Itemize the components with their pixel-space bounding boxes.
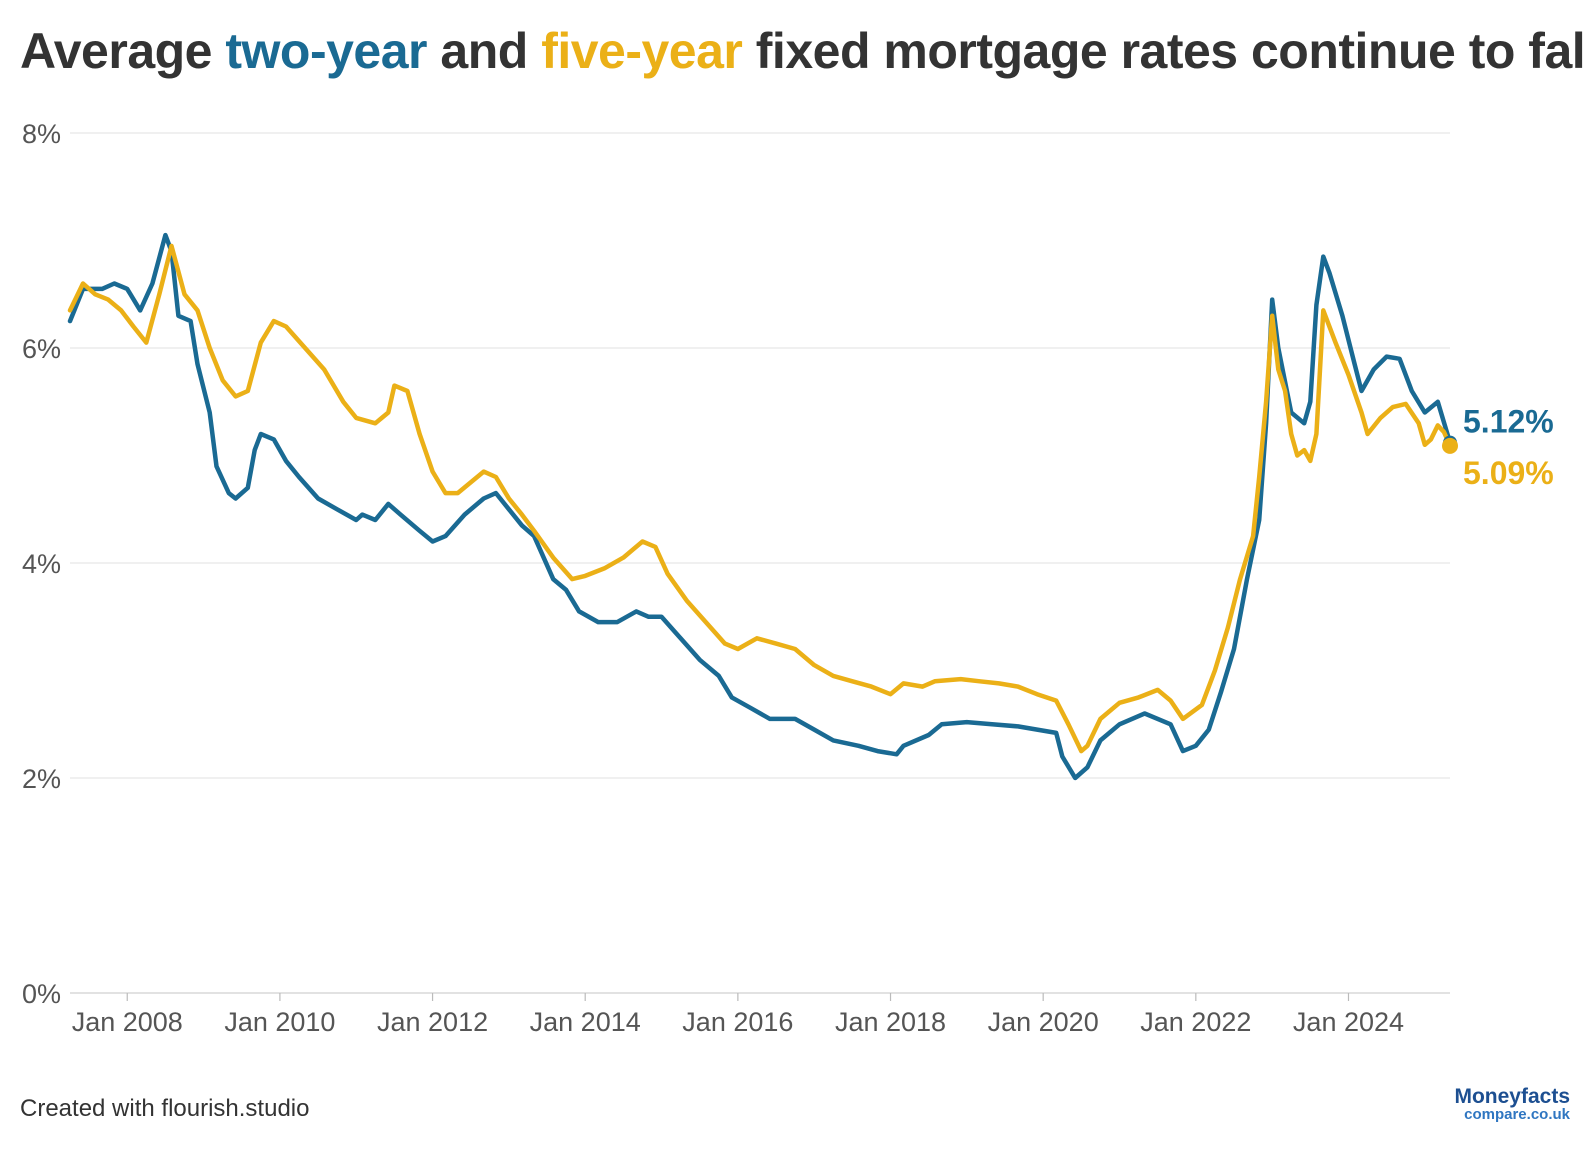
- series-layer: [67, 232, 1458, 781]
- five-year-series-line: [67, 243, 1453, 754]
- chart-title: Average two-year and five-year fixed mor…: [20, 22, 1588, 80]
- y-tick-label: 6%: [22, 334, 61, 364]
- x-tick-label: Jan 2018: [835, 1007, 946, 1037]
- y-tick-label: 8%: [22, 119, 61, 149]
- five-year-end-point: [1442, 437, 1458, 454]
- y-tick-label: 2%: [22, 764, 61, 794]
- x-axis: Jan 2008 Jan 2010 Jan 2012 Jan 2014 Jan 2016…: [72, 993, 1404, 1037]
- x-tick-label: Jan 2010: [224, 1007, 335, 1037]
- end-labels: 5.12% 5.09%: [1463, 404, 1554, 491]
- title-middle: and: [427, 23, 542, 79]
- moneyfacts-logo: Moneyfacts compare.co.uk: [1450, 1086, 1570, 1122]
- five-year-end-label: 5.09%: [1463, 455, 1554, 491]
- two-year-end-label: 5.12%: [1463, 404, 1554, 440]
- grid-layer: 0% 2% 4% 6% 8%: [22, 119, 1450, 1009]
- logo-line1: Moneyfacts: [1454, 1085, 1570, 1108]
- y-tick-label: 0%: [22, 979, 61, 1009]
- x-tick-label: Jan 2012: [377, 1007, 488, 1037]
- x-tick-label: Jan 2014: [530, 1007, 641, 1037]
- x-tick-label: Jan 2024: [1293, 1007, 1404, 1037]
- y-tick-label: 4%: [22, 549, 61, 579]
- title-two-year: two-year: [225, 23, 427, 79]
- x-tick-label: Jan 2020: [988, 1007, 1099, 1037]
- title-prefix: Average: [20, 23, 226, 79]
- title-suffix: fixed mortgage rates continue to fall: [742, 23, 1588, 79]
- x-tick-label: Jan 2008: [72, 1007, 183, 1037]
- two-year-series-line: [67, 232, 1453, 781]
- title-five-year: five-year: [541, 23, 743, 79]
- logo-line2: compare.co.uk: [1464, 1106, 1570, 1123]
- credit-text: Created with flourish.studio: [20, 1095, 310, 1122]
- x-tick-label: Jan 2022: [1140, 1007, 1251, 1037]
- x-tick-label: Jan 2016: [682, 1007, 793, 1037]
